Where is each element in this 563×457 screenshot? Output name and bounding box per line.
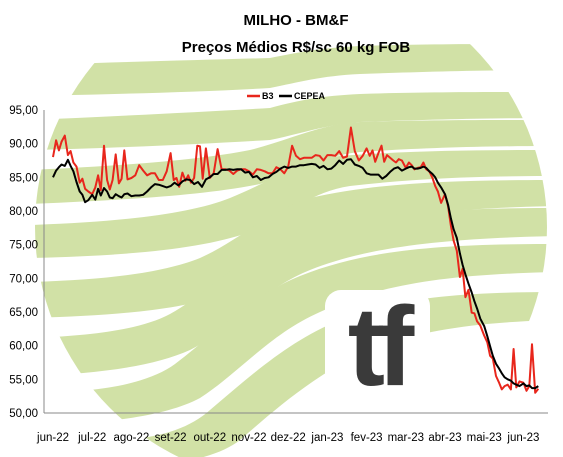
y-tick-label: 75,00: [9, 240, 38, 252]
x-tick-label: dez-22: [271, 432, 306, 444]
x-tick-label: fev-23: [351, 432, 383, 444]
y-tick-label: 80,00: [9, 206, 38, 218]
series-line-cepea: [52, 158, 539, 390]
x-tick-label: mai-23: [467, 432, 502, 444]
y-tick-labels: 95,00 90,00 85,00 80,00 75,00 70,00 65,00 60,00…: [9, 105, 38, 420]
x-tick-label: set-22: [155, 432, 187, 444]
svg-text:tf: tf: [348, 284, 415, 409]
x-tick-labels: jun-22 jul-22 ago-22 set-22 out-22 nov-22 dez-…: [36, 432, 539, 444]
x-tick-label: jun-22: [36, 432, 69, 444]
x-tick-label: out-22: [193, 432, 226, 444]
chart-subtitle: Preços Médios R$/sc 60 kg FOB: [182, 39, 411, 56]
legend-label-b3: B3: [262, 91, 274, 101]
y-tick-label: 65,00: [9, 307, 38, 319]
y-tick-label: 70,00: [9, 273, 38, 285]
tf-logo: tf: [325, 284, 430, 409]
series-line-b3: [52, 126, 540, 394]
watermark-logo: tf: [35, 44, 547, 457]
x-tick-label: jul-22: [77, 432, 106, 444]
y-tick-label: 90,00: [9, 139, 38, 151]
x-tick-label: abr-23: [428, 432, 461, 444]
legend: B3 CEPEA: [247, 91, 326, 101]
x-tick-label: mar-23: [388, 432, 424, 444]
series-lines: [52, 126, 540, 394]
y-tick-label: 50,00: [9, 408, 38, 420]
x-tick-label: jan-23: [310, 432, 343, 444]
y-tick-label: 60,00: [9, 341, 38, 353]
y-tick-label: 85,00: [9, 172, 38, 184]
chart-title: MILHO - BM&F: [244, 12, 349, 29]
x-tick-label: ago-22: [113, 432, 149, 444]
x-tick-label: nov-22: [231, 432, 266, 444]
y-tick-label: 95,00: [9, 105, 38, 117]
y-tick-label: 55,00: [9, 374, 38, 386]
x-tick-label: jun-23: [506, 432, 539, 444]
legend-label-cepea: CEPEA: [294, 91, 326, 101]
